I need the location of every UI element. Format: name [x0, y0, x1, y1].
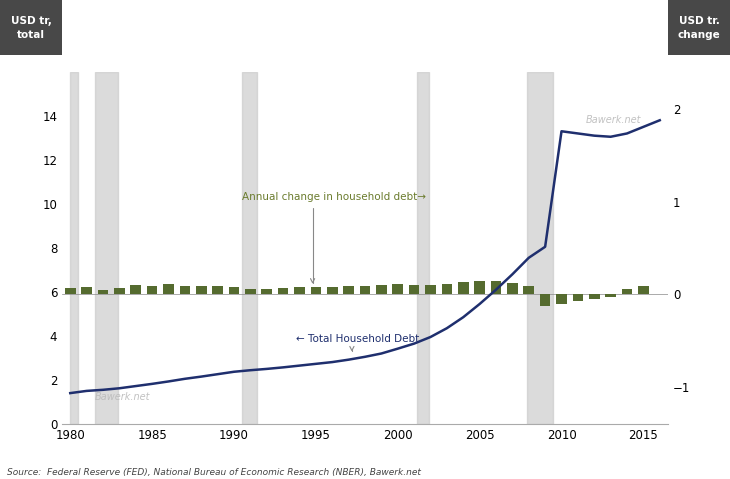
Bar: [418, 72, 429, 424]
Bar: [164, 284, 174, 294]
Bar: [114, 288, 125, 294]
Bar: [491, 281, 502, 294]
Bar: [360, 285, 370, 294]
Bar: [278, 288, 288, 294]
Text: Source:  Federal Reserve (FED), National Bureau of Economic Research (NBER), Baw: Source: Federal Reserve (FED), National …: [7, 468, 421, 477]
Bar: [474, 281, 485, 294]
Bar: [0, 0, 62, 55]
Bar: [572, 294, 583, 301]
Bar: [442, 285, 452, 294]
Bar: [622, 289, 632, 294]
Bar: [523, 286, 534, 294]
Bar: [147, 286, 158, 294]
Bar: [539, 294, 550, 306]
Text: Household Debt: Household Debt: [293, 19, 437, 36]
Bar: [458, 282, 469, 294]
Bar: [196, 286, 207, 294]
Bar: [376, 285, 387, 294]
Bar: [65, 288, 76, 294]
Bar: [310, 287, 321, 294]
Bar: [507, 283, 518, 294]
Bar: [245, 289, 255, 294]
Text: USD tr.
change: USD tr. change: [677, 15, 721, 40]
Bar: [425, 285, 436, 294]
Bar: [668, 0, 730, 55]
Bar: [393, 285, 403, 294]
Bar: [605, 294, 616, 297]
Bar: [409, 285, 420, 294]
Bar: [95, 72, 118, 424]
Bar: [228, 287, 239, 294]
Bar: [98, 290, 108, 294]
Bar: [180, 286, 191, 294]
Bar: [327, 287, 337, 294]
Text: Bawerk.net: Bawerk.net: [95, 392, 150, 402]
Bar: [343, 286, 354, 294]
Bar: [212, 286, 223, 294]
Text: ← Total Household Debt: ← Total Household Debt: [296, 334, 420, 351]
Bar: [527, 72, 553, 424]
Bar: [131, 285, 141, 294]
Text: USD tr,
total: USD tr, total: [11, 15, 51, 40]
Bar: [556, 294, 566, 304]
Bar: [70, 72, 78, 424]
Bar: [261, 289, 272, 294]
Text: Annual change in household debt→: Annual change in household debt→: [242, 192, 426, 283]
Bar: [638, 286, 649, 294]
Bar: [589, 294, 599, 299]
Text: Bawerk.net: Bawerk.net: [586, 115, 642, 125]
Bar: [294, 287, 305, 294]
Bar: [242, 72, 257, 424]
Bar: [81, 287, 92, 294]
